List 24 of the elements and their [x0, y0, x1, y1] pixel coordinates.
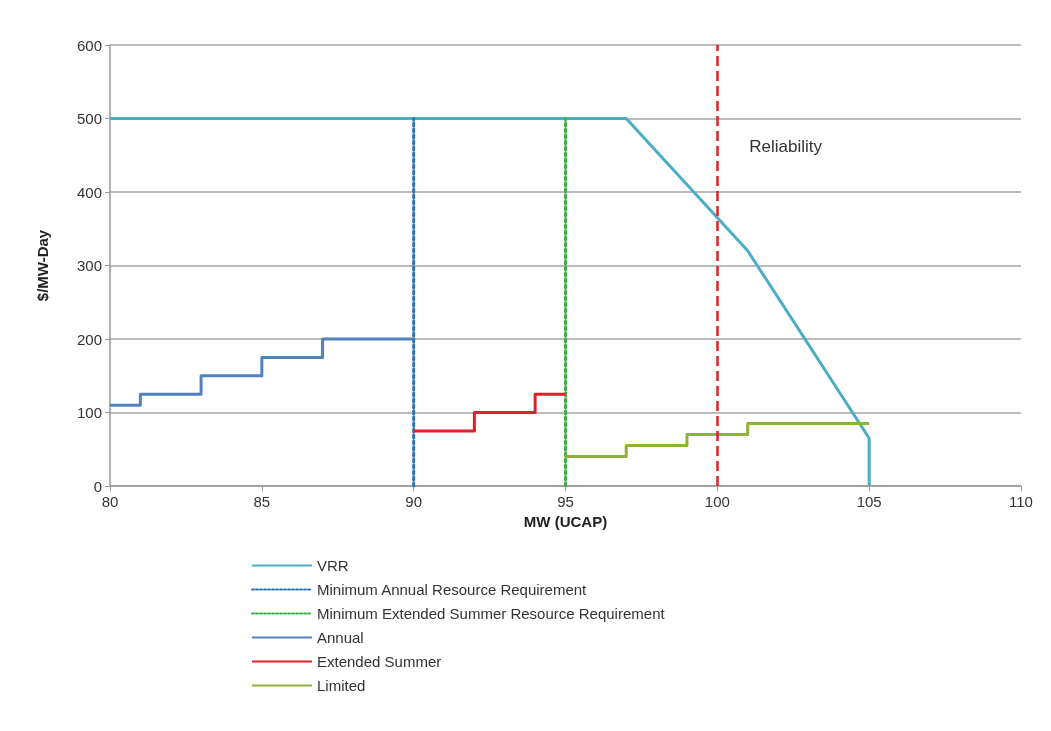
ref-line-label: Reliability — [749, 136, 823, 156]
legend-label: Extended Summer — [317, 653, 442, 670]
y-tick-label: 600 — [76, 36, 102, 54]
x-tick-label: 85 — [253, 493, 271, 510]
legend-label: Annual — [317, 629, 364, 646]
y-tick-label: 400 — [76, 183, 102, 201]
y-axis-title: $/MW-Day — [34, 229, 51, 302]
y-tick-label: 200 — [76, 330, 102, 348]
legend-label: Limited — [317, 677, 366, 694]
x-tick-label: 110 — [1009, 493, 1033, 510]
legend-label: Minimum Extended Summer Resource Requirement — [317, 605, 666, 622]
y-tick-label: 500 — [76, 110, 102, 127]
legend-label: VRR — [317, 557, 349, 574]
x-tick-label: 90 — [405, 493, 423, 510]
y-tick-label: 0 — [93, 477, 102, 495]
x-tick-label: 105 — [856, 493, 882, 510]
line-series — [108, 117, 871, 488]
x-axis-title: MW (UCAP) — [523, 512, 608, 530]
x-tick-label: 100 — [704, 493, 730, 510]
y-tick-label: 300 — [76, 257, 102, 274]
y-tick-label: 100 — [76, 404, 102, 421]
x-tick-label: 80 — [101, 493, 119, 510]
x-tick-label: 95 — [557, 493, 574, 510]
legend-label: Minimum Annual Resource Requirement — [317, 581, 588, 598]
